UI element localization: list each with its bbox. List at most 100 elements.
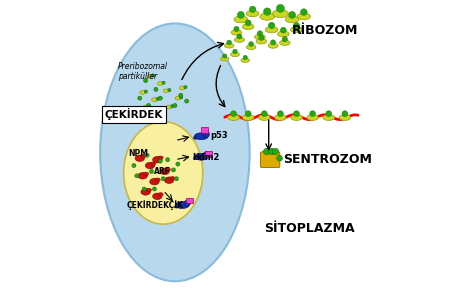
Ellipse shape bbox=[235, 37, 244, 42]
Circle shape bbox=[142, 187, 146, 191]
Ellipse shape bbox=[256, 39, 266, 44]
Ellipse shape bbox=[170, 176, 175, 180]
Ellipse shape bbox=[146, 188, 151, 192]
Circle shape bbox=[268, 22, 275, 29]
Ellipse shape bbox=[228, 115, 239, 120]
Circle shape bbox=[174, 177, 179, 181]
Circle shape bbox=[245, 111, 251, 117]
Circle shape bbox=[154, 87, 158, 91]
Text: RİBOZOM: RİBOZOM bbox=[292, 24, 359, 37]
Ellipse shape bbox=[143, 105, 149, 109]
Circle shape bbox=[162, 81, 165, 84]
Circle shape bbox=[276, 4, 284, 12]
Circle shape bbox=[264, 8, 271, 15]
Ellipse shape bbox=[290, 27, 303, 33]
Ellipse shape bbox=[241, 58, 250, 62]
Circle shape bbox=[263, 148, 270, 155]
Circle shape bbox=[257, 31, 263, 36]
Text: p53: p53 bbox=[210, 131, 228, 140]
Ellipse shape bbox=[175, 96, 181, 100]
Ellipse shape bbox=[278, 31, 289, 37]
Ellipse shape bbox=[174, 205, 180, 208]
Ellipse shape bbox=[258, 115, 270, 120]
Circle shape bbox=[234, 26, 239, 32]
Ellipse shape bbox=[100, 23, 250, 281]
Ellipse shape bbox=[165, 168, 171, 171]
Circle shape bbox=[145, 153, 149, 157]
Circle shape bbox=[245, 20, 251, 26]
Circle shape bbox=[179, 93, 183, 97]
Ellipse shape bbox=[273, 10, 288, 18]
Ellipse shape bbox=[153, 193, 162, 200]
Ellipse shape bbox=[234, 16, 248, 23]
Text: ÇEKİRDEK: ÇEKİRDEK bbox=[105, 108, 163, 120]
Circle shape bbox=[184, 200, 190, 206]
Circle shape bbox=[158, 96, 162, 100]
Circle shape bbox=[281, 27, 286, 33]
Ellipse shape bbox=[160, 168, 169, 175]
FancyBboxPatch shape bbox=[205, 151, 212, 157]
Circle shape bbox=[271, 40, 275, 45]
Circle shape bbox=[203, 131, 210, 137]
Ellipse shape bbox=[274, 115, 286, 120]
FancyBboxPatch shape bbox=[187, 198, 193, 203]
Ellipse shape bbox=[135, 155, 144, 161]
Ellipse shape bbox=[307, 115, 319, 120]
Text: Preribozomal
partiküller: Preribozomal partiküller bbox=[118, 62, 168, 81]
Circle shape bbox=[168, 88, 171, 92]
Circle shape bbox=[272, 148, 279, 155]
Circle shape bbox=[258, 35, 264, 40]
Circle shape bbox=[147, 105, 150, 108]
Ellipse shape bbox=[143, 172, 149, 176]
Ellipse shape bbox=[151, 98, 157, 102]
Circle shape bbox=[261, 111, 267, 117]
Ellipse shape bbox=[164, 177, 174, 183]
Ellipse shape bbox=[297, 13, 311, 20]
Circle shape bbox=[149, 169, 154, 173]
Circle shape bbox=[184, 86, 187, 89]
Circle shape bbox=[156, 97, 159, 100]
Circle shape bbox=[152, 74, 155, 77]
Ellipse shape bbox=[153, 156, 162, 163]
Circle shape bbox=[223, 54, 227, 58]
Circle shape bbox=[141, 111, 145, 115]
Circle shape bbox=[294, 111, 299, 117]
Circle shape bbox=[165, 158, 170, 162]
Text: SENTROZOM: SENTROZOM bbox=[283, 153, 372, 166]
Ellipse shape bbox=[150, 178, 159, 185]
Circle shape bbox=[233, 49, 237, 54]
Ellipse shape bbox=[166, 105, 172, 109]
Circle shape bbox=[152, 187, 157, 191]
Circle shape bbox=[249, 42, 253, 46]
Ellipse shape bbox=[231, 30, 242, 35]
Ellipse shape bbox=[323, 115, 335, 120]
Ellipse shape bbox=[246, 10, 259, 17]
Circle shape bbox=[243, 55, 247, 59]
Ellipse shape bbox=[195, 153, 208, 160]
Text: NPM: NPM bbox=[128, 149, 148, 158]
Ellipse shape bbox=[230, 52, 240, 57]
Circle shape bbox=[293, 23, 299, 29]
Circle shape bbox=[237, 11, 244, 18]
Ellipse shape bbox=[339, 115, 351, 120]
Circle shape bbox=[176, 162, 180, 166]
Ellipse shape bbox=[291, 115, 302, 120]
Text: Hdm2: Hdm2 bbox=[193, 153, 220, 162]
Text: ÇEKİRDEKÇİK: ÇEKİRDEKÇİK bbox=[126, 200, 184, 210]
Ellipse shape bbox=[243, 24, 254, 30]
Ellipse shape bbox=[138, 173, 148, 179]
Ellipse shape bbox=[158, 193, 163, 196]
Circle shape bbox=[185, 99, 189, 103]
Ellipse shape bbox=[141, 154, 146, 158]
Circle shape bbox=[147, 103, 150, 108]
Circle shape bbox=[172, 168, 175, 172]
Ellipse shape bbox=[285, 16, 299, 23]
Ellipse shape bbox=[193, 136, 199, 139]
Circle shape bbox=[143, 79, 148, 83]
Circle shape bbox=[277, 155, 282, 161]
Ellipse shape bbox=[145, 162, 155, 169]
Circle shape bbox=[227, 40, 232, 45]
Circle shape bbox=[144, 90, 148, 93]
Ellipse shape bbox=[157, 81, 163, 86]
Ellipse shape bbox=[163, 89, 169, 93]
